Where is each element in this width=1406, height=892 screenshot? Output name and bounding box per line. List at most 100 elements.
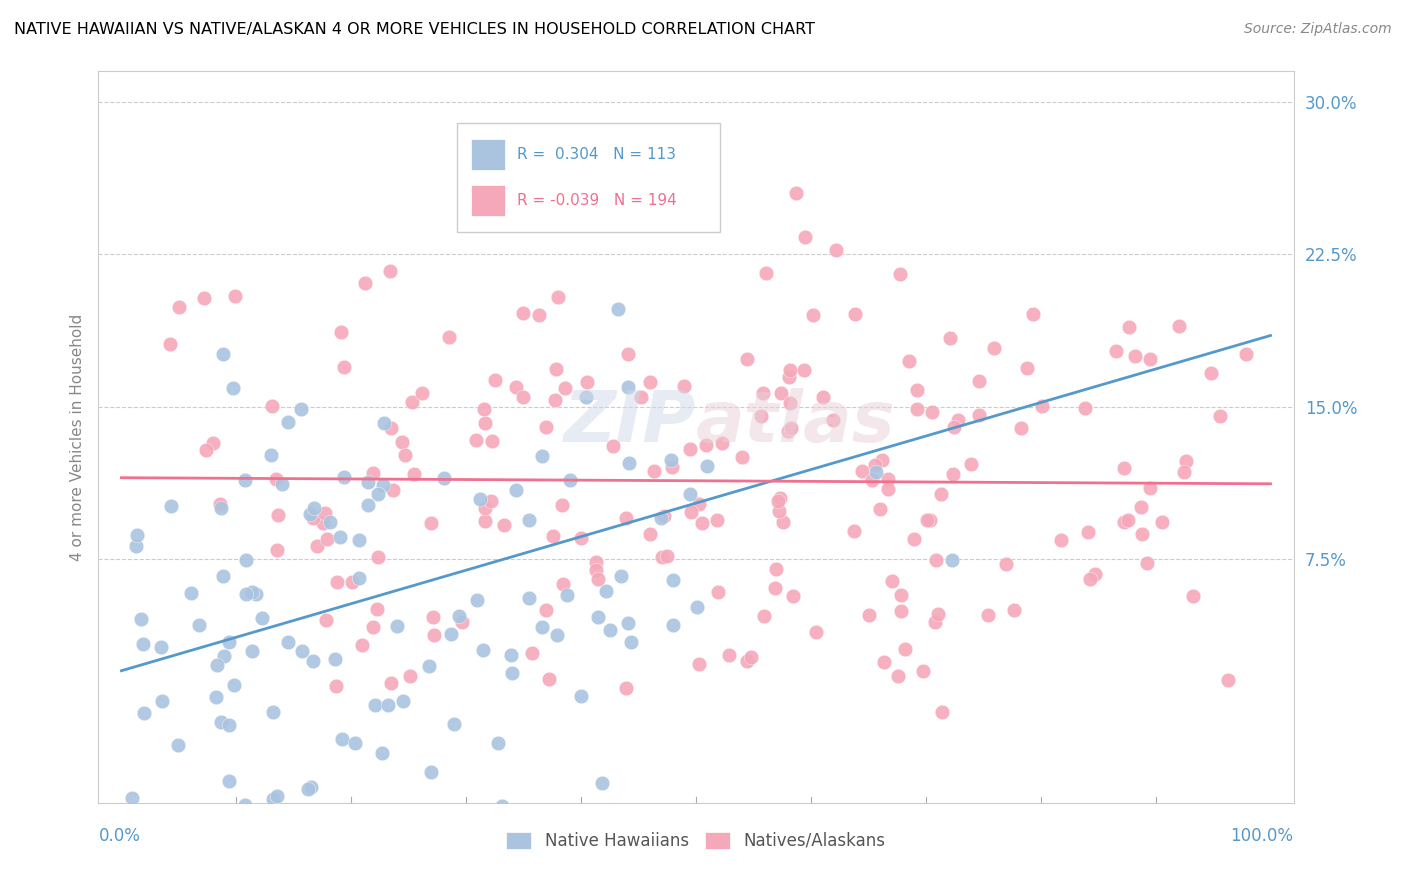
Point [640, 376, 662, 390]
Legend: Native Hawaiians, Natives/Alaskans: Native Hawaiians, Natives/Alaskans [499, 825, 893, 856]
Point [946, 413, 969, 427]
Point [769, 491, 792, 506]
Point [844, 524, 866, 538]
Point [209, 714, 232, 729]
Point [131, 637, 153, 651]
Point [329, 326, 352, 340]
Point [361, 466, 384, 480]
Point [1015, 361, 1038, 376]
Point [569, 532, 592, 546]
Point [1168, 319, 1191, 334]
Point [960, 457, 983, 471]
Point [894, 641, 917, 656]
Point [575, 390, 598, 404]
Point [941, 553, 963, 567]
Point [938, 331, 960, 345]
Point [352, 638, 374, 652]
Point [367, 550, 389, 565]
Text: Source: ZipAtlas.com: Source: ZipAtlas.com [1244, 22, 1392, 37]
Point [794, 230, 817, 244]
Point [329, 530, 352, 544]
Point [411, 385, 433, 400]
Point [377, 698, 399, 712]
Point [1152, 515, 1174, 529]
Point [340, 575, 363, 590]
Point [695, 437, 717, 451]
Point [402, 467, 425, 482]
Point [905, 383, 928, 397]
Point [212, 648, 235, 663]
Point [1209, 409, 1232, 424]
Point [602, 439, 624, 453]
Text: 100.0%: 100.0% [1230, 827, 1294, 846]
Point [685, 599, 707, 614]
Point [218, 635, 240, 649]
Point [544, 392, 567, 407]
Point [770, 385, 793, 400]
FancyBboxPatch shape [471, 138, 505, 170]
Point [754, 609, 776, 624]
Point [554, 381, 576, 395]
Point [380, 676, 402, 690]
Point [343, 736, 366, 750]
Point [638, 527, 661, 541]
Point [614, 510, 637, 524]
Point [994, 557, 1017, 571]
Point [588, 572, 610, 586]
Point [1175, 454, 1198, 468]
Point [325, 574, 347, 589]
Point [717, 648, 740, 662]
Point [366, 602, 388, 616]
Point [401, 395, 423, 409]
Point [291, 644, 314, 658]
Point [235, 587, 257, 601]
Point [437, 330, 460, 344]
Point [512, 306, 534, 320]
Point [870, 452, 893, 467]
Point [193, 291, 215, 305]
Point [357, 475, 380, 489]
Point [519, 513, 541, 527]
Point [617, 380, 640, 394]
Point [1181, 589, 1204, 603]
Point [547, 290, 569, 304]
Point [863, 458, 886, 473]
Point [927, 607, 949, 621]
Point [551, 576, 574, 591]
Point [486, 736, 509, 750]
Point [315, 613, 337, 627]
Point [290, 401, 312, 416]
Point [235, 797, 257, 812]
Point [921, 404, 943, 418]
FancyBboxPatch shape [457, 122, 720, 232]
Point [779, 420, 801, 434]
Point [188, 618, 211, 632]
Point [240, 585, 263, 599]
Point [555, 588, 578, 602]
Point [298, 507, 321, 521]
Point [1201, 366, 1223, 380]
Point [858, 607, 880, 622]
Point [735, 654, 758, 668]
Point [367, 487, 389, 501]
Point [617, 616, 640, 631]
Point [132, 706, 155, 721]
Point [195, 442, 218, 457]
Point [1114, 515, 1136, 529]
Point [517, 591, 540, 605]
Point [484, 373, 506, 387]
Point [688, 657, 710, 671]
Point [706, 513, 728, 527]
Point [546, 628, 568, 642]
Text: R = -0.039   N = 194: R = -0.039 N = 194 [517, 194, 676, 209]
Point [332, 732, 354, 747]
Point [491, 799, 513, 814]
Point [1118, 320, 1140, 334]
Point [529, 308, 551, 322]
Point [332, 469, 354, 483]
Point [394, 448, 416, 462]
Point [467, 593, 489, 607]
Point [1123, 349, 1146, 363]
Point [222, 677, 245, 691]
Point [967, 408, 990, 422]
